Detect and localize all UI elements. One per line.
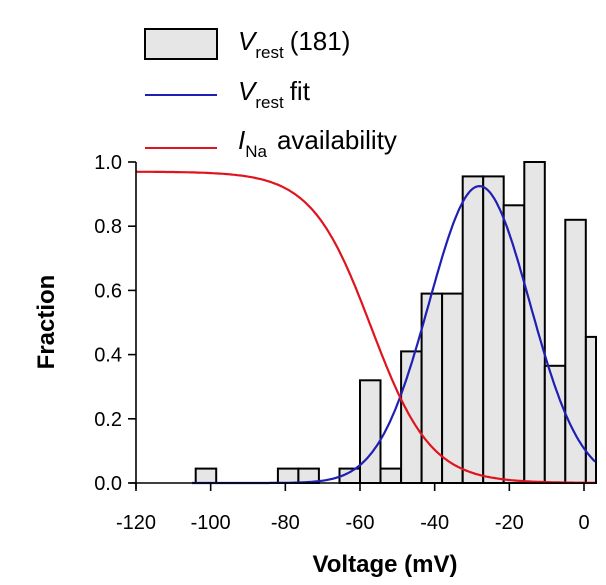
y-tick-label: 0.0 [94,473,122,495]
histogram-bar [276,467,300,485]
y-tick-label: 0.4 [94,345,122,367]
legend-label-histogram-sub: rest [255,43,284,62]
histogram-bar [441,292,464,484]
x-tick-label: -40 [420,512,449,534]
legend-label-fit-sub: rest [255,93,284,112]
legend-label-fit-main: V [238,76,258,106]
y-axis-title: Fraction [33,275,60,370]
legend-label-histogram-rest: (181) [290,26,351,56]
axes: 0.0 0.2 0.4 0.6 0.8 1.0 -120 -100 -80 -60 -40 -20 0 [94,152,596,534]
legend-label-ina-main: I [238,125,245,155]
legend-label-ina-sub: Na [245,142,267,161]
legend-label-fit-rest: fit [290,76,311,106]
y-tick-label: 0.8 [94,216,122,238]
legend-label-histogram-main: V [238,26,258,56]
x-tick-label: -60 [346,512,375,534]
x-tick-label: -20 [495,512,524,534]
svg-text:Vrest(181): Vrest (181) [238,26,350,62]
histogram-bar [461,175,485,484]
legend-entry-ina: INa availability [145,125,397,161]
histogram-bar [482,175,505,484]
histogram-bar [564,218,587,485]
x-axis-title: Voltage (mV) [313,551,458,578]
x-tick-label: 0 [578,512,589,534]
plot-area [135,161,598,485]
histogram-bar [359,379,382,484]
x-tick-label: -120 [116,512,156,534]
legend-swatch-histogram [144,28,218,60]
legend-entry-histogram: Vrest (181) [144,26,350,62]
histogram-bar [379,467,402,485]
x-tick-label: -100 [191,512,231,534]
x-tick-label: -80 [271,512,300,534]
y-tick-label: 0.6 [94,280,122,302]
series-line-i-na-availability [135,170,596,484]
y-tick-label: 0.2 [94,409,122,431]
histogram-bar [194,467,218,485]
legend: Vrest (181) Vrest fit INa availability [144,26,397,161]
y-tick-label: 1.0 [94,152,122,174]
legend-label-ina-rest: availability [277,125,397,155]
legend-entry-vrest-fit: Vrest fit [145,76,311,112]
